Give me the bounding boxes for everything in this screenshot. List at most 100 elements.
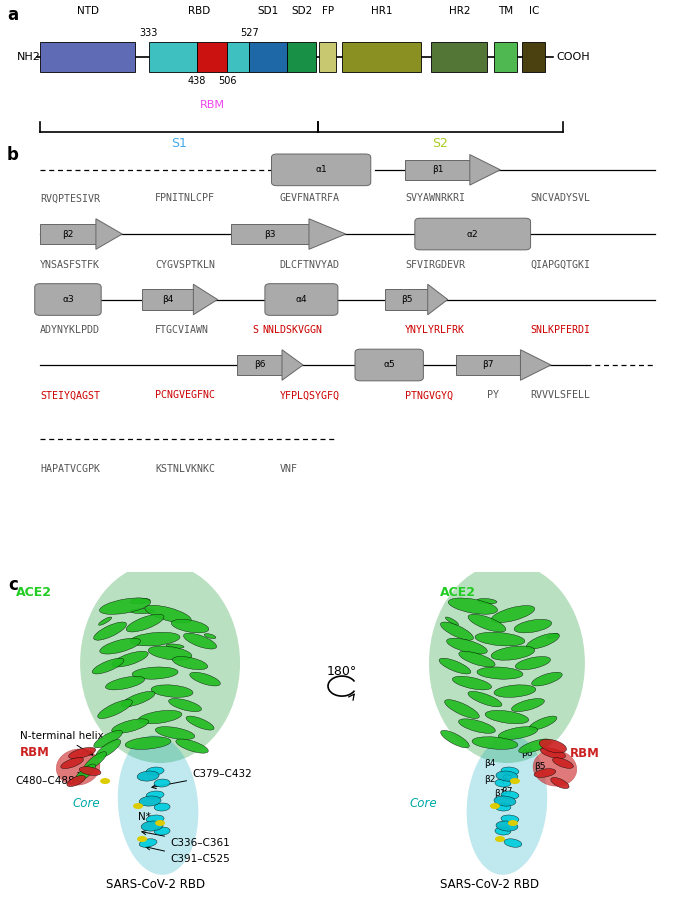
- Ellipse shape: [139, 839, 157, 847]
- Text: HAPATVCGPK: HAPATVCGPK: [40, 464, 100, 474]
- Text: FPNITNLCPF: FPNITNLCPF: [155, 194, 215, 204]
- Text: GEVFNATRFA: GEVFNATRFA: [279, 194, 339, 204]
- Ellipse shape: [532, 672, 562, 686]
- Ellipse shape: [510, 778, 520, 784]
- Text: β7: β7: [501, 787, 512, 796]
- Text: SD2: SD2: [291, 5, 312, 16]
- Text: TM: TM: [498, 5, 513, 16]
- Polygon shape: [193, 284, 218, 314]
- Ellipse shape: [495, 827, 511, 835]
- Ellipse shape: [184, 633, 216, 649]
- Ellipse shape: [466, 735, 547, 875]
- Text: SNCVADYSVL: SNCVADYSVL: [530, 194, 590, 204]
- Text: SVYAWNRKRI: SVYAWNRKRI: [405, 194, 465, 204]
- Text: RBM: RBM: [20, 745, 50, 759]
- Polygon shape: [96, 219, 122, 250]
- Ellipse shape: [151, 685, 193, 697]
- Ellipse shape: [112, 651, 148, 667]
- Ellipse shape: [121, 691, 155, 706]
- Text: α5: α5: [384, 360, 395, 369]
- Ellipse shape: [190, 672, 221, 686]
- Ellipse shape: [173, 657, 208, 669]
- Text: QIAPGQTGKI: QIAPGQTGKI: [530, 259, 590, 269]
- Ellipse shape: [445, 700, 479, 718]
- Ellipse shape: [186, 716, 214, 730]
- Ellipse shape: [137, 836, 147, 842]
- Ellipse shape: [67, 776, 86, 787]
- FancyBboxPatch shape: [415, 218, 531, 250]
- Text: β4: β4: [162, 295, 173, 304]
- Ellipse shape: [129, 608, 155, 614]
- FancyBboxPatch shape: [405, 159, 470, 180]
- Text: α4: α4: [296, 295, 307, 304]
- Text: β6: β6: [254, 360, 265, 369]
- FancyBboxPatch shape: [231, 223, 309, 244]
- Ellipse shape: [100, 638, 140, 654]
- Ellipse shape: [515, 657, 551, 669]
- Ellipse shape: [495, 836, 505, 842]
- Text: C391–C525: C391–C525: [146, 846, 230, 864]
- Text: CYGVSPTKLN: CYGVSPTKLN: [155, 259, 215, 269]
- Ellipse shape: [99, 617, 112, 625]
- Ellipse shape: [539, 739, 566, 753]
- Ellipse shape: [99, 598, 151, 614]
- FancyBboxPatch shape: [385, 289, 427, 310]
- Ellipse shape: [448, 598, 497, 614]
- Polygon shape: [521, 350, 551, 380]
- Ellipse shape: [495, 803, 511, 811]
- Text: β4: β4: [484, 759, 496, 768]
- Ellipse shape: [547, 633, 559, 639]
- FancyBboxPatch shape: [35, 284, 101, 315]
- Text: β7: β7: [482, 360, 494, 369]
- Text: NNLDSKVGGN: NNLDSKVGGN: [262, 324, 322, 335]
- FancyBboxPatch shape: [227, 42, 249, 72]
- Polygon shape: [470, 155, 500, 185]
- Ellipse shape: [501, 815, 519, 824]
- Text: RBD: RBD: [188, 5, 210, 16]
- Text: SARS-CoV-2 RBD: SARS-CoV-2 RBD: [440, 878, 540, 891]
- Text: S2: S2: [432, 137, 449, 150]
- Ellipse shape: [137, 771, 159, 781]
- FancyBboxPatch shape: [456, 355, 521, 375]
- Text: β2: β2: [62, 230, 74, 239]
- Ellipse shape: [125, 737, 171, 750]
- Ellipse shape: [477, 598, 497, 604]
- Ellipse shape: [440, 731, 469, 748]
- Ellipse shape: [508, 820, 518, 826]
- Text: β1: β1: [494, 788, 506, 797]
- FancyBboxPatch shape: [197, 42, 227, 72]
- Ellipse shape: [439, 659, 471, 674]
- Text: PCNGVEGFNC: PCNGVEGFNC: [155, 390, 215, 400]
- Text: VNF: VNF: [279, 464, 297, 474]
- Ellipse shape: [468, 691, 502, 706]
- Ellipse shape: [534, 769, 556, 778]
- Ellipse shape: [447, 638, 487, 654]
- Text: ADYNYKLPDD: ADYNYKLPDD: [40, 324, 100, 335]
- Ellipse shape: [504, 839, 522, 847]
- Ellipse shape: [519, 739, 551, 753]
- Ellipse shape: [553, 758, 573, 769]
- FancyBboxPatch shape: [40, 42, 136, 72]
- Ellipse shape: [112, 719, 149, 733]
- Text: FP: FP: [322, 5, 334, 16]
- Ellipse shape: [95, 740, 121, 759]
- Text: 333: 333: [139, 28, 158, 38]
- Text: β3: β3: [264, 230, 275, 239]
- Text: N*: N*: [138, 812, 151, 822]
- Ellipse shape: [494, 796, 516, 806]
- Polygon shape: [309, 219, 346, 250]
- FancyBboxPatch shape: [40, 223, 96, 244]
- Ellipse shape: [491, 646, 535, 660]
- Ellipse shape: [79, 767, 101, 776]
- Ellipse shape: [148, 646, 192, 660]
- Ellipse shape: [526, 633, 560, 649]
- Ellipse shape: [94, 622, 127, 641]
- Ellipse shape: [498, 726, 538, 740]
- FancyBboxPatch shape: [319, 42, 336, 72]
- Text: SFVIRGDEVR: SFVIRGDEVR: [405, 259, 465, 269]
- Text: C336–C361: C336–C361: [142, 831, 230, 848]
- Ellipse shape: [154, 779, 170, 787]
- Ellipse shape: [495, 779, 511, 787]
- Ellipse shape: [475, 633, 525, 646]
- Ellipse shape: [458, 719, 495, 733]
